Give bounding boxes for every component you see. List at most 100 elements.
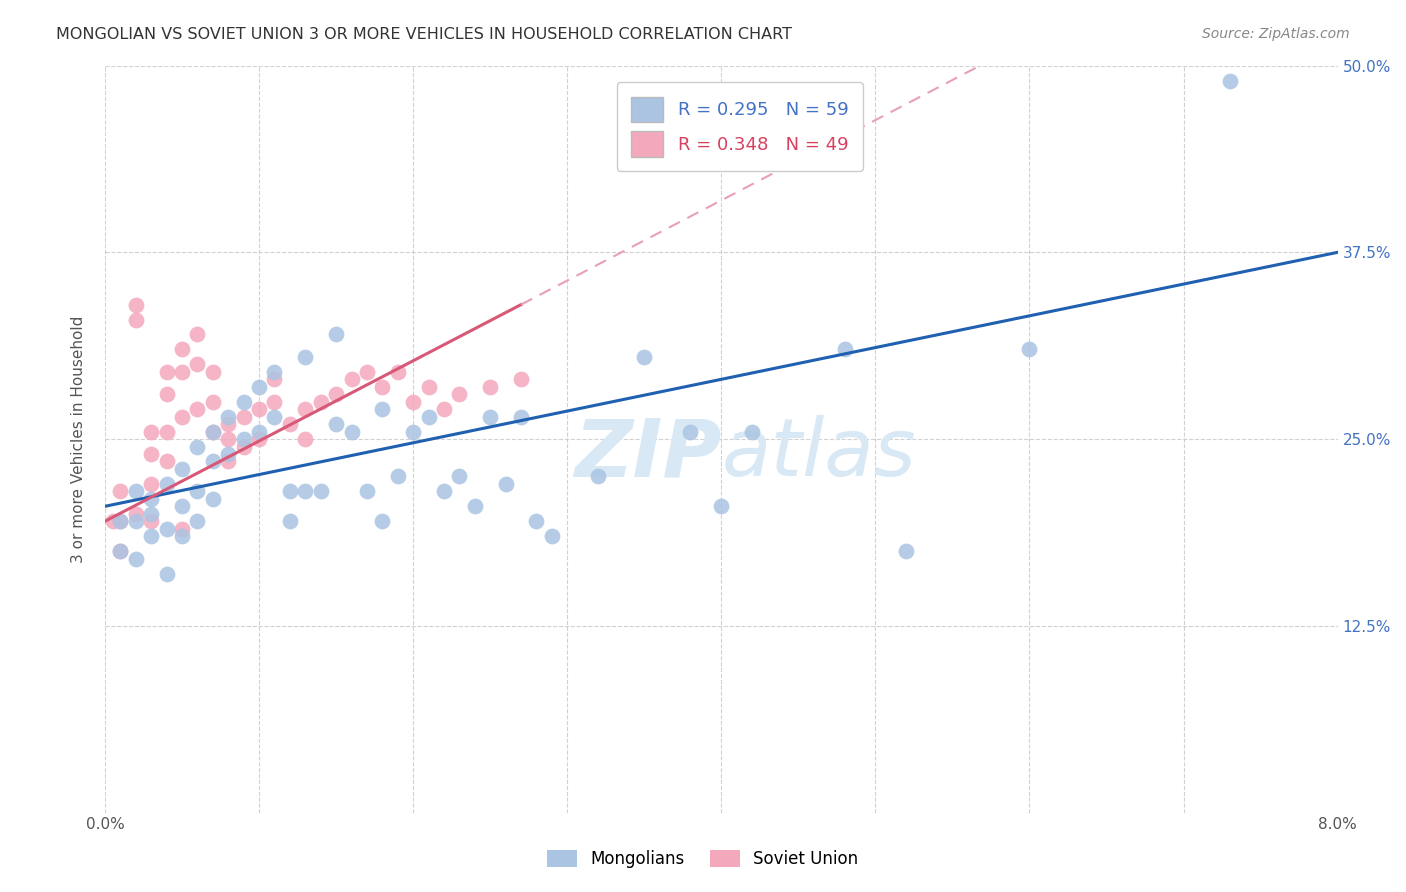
Point	[156, 425, 179, 439]
Point	[141, 476, 163, 491]
Point	[449, 469, 471, 483]
Legend: Mongolians, Soviet Union: Mongolians, Soviet Union	[541, 843, 865, 875]
Point	[170, 529, 193, 543]
Point	[186, 327, 208, 342]
Point	[710, 500, 733, 514]
Point	[125, 312, 148, 326]
Point	[156, 476, 179, 491]
Point	[110, 514, 132, 528]
Point	[156, 566, 179, 581]
Point	[526, 514, 548, 528]
Point	[201, 365, 224, 379]
Point	[110, 484, 132, 499]
Y-axis label: 3 or more Vehicles in Household: 3 or more Vehicles in Household	[72, 316, 86, 563]
Point	[110, 544, 132, 558]
Point	[232, 409, 254, 424]
Point	[156, 454, 179, 468]
Point	[125, 551, 148, 566]
Point	[294, 484, 316, 499]
Point	[464, 500, 486, 514]
Point	[387, 365, 409, 379]
Point	[402, 394, 425, 409]
Point	[449, 387, 471, 401]
Point	[101, 514, 124, 528]
Point	[201, 425, 224, 439]
Point	[141, 529, 163, 543]
Point	[217, 417, 239, 431]
Point	[110, 514, 132, 528]
Point	[110, 544, 132, 558]
Point	[141, 425, 163, 439]
Point	[340, 425, 363, 439]
Point	[495, 476, 517, 491]
Point	[479, 380, 502, 394]
Point	[325, 387, 347, 401]
Point	[387, 469, 409, 483]
Point	[1219, 73, 1241, 87]
Point	[741, 425, 763, 439]
Point	[125, 507, 148, 521]
Point	[340, 372, 363, 386]
Point	[141, 507, 163, 521]
Point	[186, 402, 208, 417]
Point	[247, 425, 270, 439]
Point	[479, 409, 502, 424]
Point	[170, 462, 193, 476]
Point	[247, 380, 270, 394]
Point	[510, 409, 533, 424]
Point	[186, 484, 208, 499]
Point	[201, 425, 224, 439]
Point	[141, 447, 163, 461]
Point	[294, 402, 316, 417]
Text: atlas: atlas	[721, 415, 917, 493]
Point	[325, 417, 347, 431]
Point	[156, 387, 179, 401]
Point	[186, 440, 208, 454]
Point	[586, 469, 609, 483]
Point	[186, 357, 208, 371]
Point	[201, 394, 224, 409]
Point	[325, 327, 347, 342]
Point	[247, 432, 270, 446]
Point	[186, 514, 208, 528]
Point	[356, 365, 378, 379]
Point	[263, 409, 285, 424]
Point	[371, 380, 394, 394]
Point	[433, 484, 456, 499]
Point	[201, 454, 224, 468]
Point	[418, 380, 440, 394]
Point	[433, 402, 456, 417]
Point	[247, 402, 270, 417]
Point	[263, 365, 285, 379]
Point	[278, 514, 301, 528]
Point	[170, 365, 193, 379]
Point	[170, 343, 193, 357]
Point	[540, 529, 562, 543]
Point	[156, 522, 179, 536]
Point	[263, 372, 285, 386]
Point	[217, 432, 239, 446]
Point	[294, 432, 316, 446]
Point	[278, 417, 301, 431]
Point	[309, 394, 332, 409]
Point	[633, 350, 655, 364]
Point	[141, 514, 163, 528]
Text: Source: ZipAtlas.com: Source: ZipAtlas.com	[1202, 27, 1350, 41]
Point	[125, 298, 148, 312]
Point	[371, 402, 394, 417]
Point	[402, 425, 425, 439]
Point	[510, 372, 533, 386]
Point	[170, 409, 193, 424]
Text: ZIP: ZIP	[574, 415, 721, 493]
Point	[217, 454, 239, 468]
Point	[201, 491, 224, 506]
Point	[232, 432, 254, 446]
Point	[125, 514, 148, 528]
Text: MONGOLIAN VS SOVIET UNION 3 OR MORE VEHICLES IN HOUSEHOLD CORRELATION CHART: MONGOLIAN VS SOVIET UNION 3 OR MORE VEHI…	[56, 27, 792, 42]
Point	[371, 514, 394, 528]
Point	[834, 343, 856, 357]
Point	[418, 409, 440, 424]
Point	[263, 394, 285, 409]
Point	[125, 484, 148, 499]
Point	[278, 484, 301, 499]
